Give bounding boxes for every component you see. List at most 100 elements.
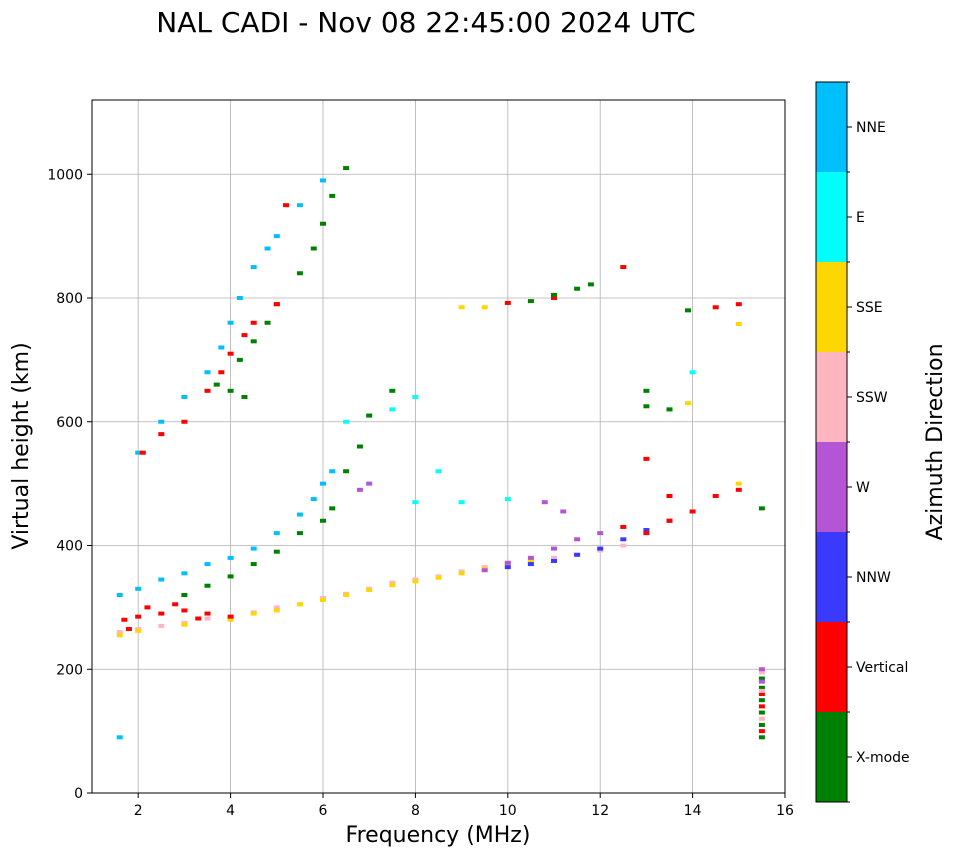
- echo-point: [195, 616, 202, 621]
- colorbar-segment: [816, 442, 847, 532]
- x-axis-label: Frequency (MHz): [346, 823, 531, 848]
- echo-point: [227, 614, 234, 619]
- echo-point: [735, 321, 742, 326]
- colorbar-tick-label: SSE: [856, 300, 883, 316]
- echo-point: [158, 611, 165, 616]
- echo-point: [435, 469, 442, 474]
- echo-point: [389, 580, 396, 585]
- echo-point: [643, 456, 650, 461]
- echo-point: [204, 562, 211, 567]
- echo-point: [158, 623, 165, 628]
- echo-point: [551, 292, 557, 297]
- echo-point: [712, 494, 719, 498]
- colorbar-tick-label: W: [856, 480, 870, 496]
- echo-point: [264, 320, 271, 325]
- echo-point: [343, 469, 350, 474]
- echo-point: [435, 575, 442, 580]
- echo-point: [481, 305, 488, 310]
- echo-point: [158, 419, 165, 424]
- echo-point: [412, 395, 419, 399]
- data-marks: [116, 166, 765, 740]
- echo-point: [204, 370, 211, 375]
- x-tick-label: 8: [411, 803, 420, 819]
- echo-point: [504, 300, 511, 305]
- colorbar-tick-label: NNW: [856, 570, 891, 586]
- echo-point: [666, 518, 673, 523]
- echo-point: [620, 524, 627, 529]
- plot-area: 2 4 6 8 10 12 14 16 0 200 400 600 800 1000: [47, 99, 794, 819]
- echo-point: [273, 549, 280, 554]
- echo-point: [320, 597, 326, 602]
- echo-point: [758, 698, 765, 703]
- grid: [92, 100, 786, 794]
- x-tick-label: 10: [499, 803, 517, 819]
- echo-point: [735, 481, 742, 486]
- echo-point: [620, 543, 627, 548]
- echo-point: [296, 602, 303, 607]
- echo-point: [181, 419, 188, 424]
- colorbar-frame: [815, 81, 848, 803]
- echo-point: [758, 688, 765, 693]
- colorbar-segment: [816, 172, 847, 262]
- echo-point: [329, 506, 336, 511]
- echo-point: [227, 388, 234, 393]
- echo-point: [666, 407, 673, 412]
- echo-point: [320, 221, 326, 226]
- colorbar-tick-label: Vertical: [856, 660, 908, 676]
- echo-point: [541, 500, 548, 505]
- echo-point: [620, 265, 627, 270]
- echo-point: [204, 388, 211, 393]
- echo-point: [329, 193, 336, 198]
- echo-point: [158, 577, 165, 582]
- echo-point: [758, 735, 765, 740]
- colorbar-segment: [816, 352, 847, 442]
- echo-point: [135, 586, 142, 591]
- echo-point: [158, 432, 165, 437]
- echo-point: [273, 234, 280, 239]
- echo-point: [320, 481, 326, 486]
- echo-point: [551, 296, 557, 300]
- y-tick-label: 0: [74, 786, 83, 802]
- echo-point: [116, 630, 123, 635]
- x-axis-ticks: 2 4 6 8 10 12 14 16: [134, 793, 794, 819]
- echo-point: [758, 729, 765, 734]
- echo-point: [181, 593, 188, 597]
- echo-point: [236, 357, 243, 362]
- y-tick-label: 800: [56, 291, 83, 307]
- y-axis-label: Virtual height (km): [9, 342, 34, 549]
- colorbar-tick-label: E: [856, 210, 865, 226]
- echo-point: [758, 722, 765, 727]
- echo-point: [218, 345, 225, 350]
- echo-point: [527, 555, 534, 560]
- echo-point: [343, 166, 350, 171]
- echo-point: [504, 560, 511, 565]
- echo-point: [389, 583, 396, 588]
- colorbar-tick-label: NNE: [856, 120, 886, 136]
- plot-frame: [91, 99, 786, 794]
- echo-point: [273, 302, 280, 307]
- echo-point: [135, 614, 142, 619]
- echo-point: [574, 286, 581, 291]
- echo-point: [735, 487, 742, 492]
- y-tick-label: 1000: [47, 167, 83, 183]
- echo-point: [758, 704, 765, 709]
- echo-point: [527, 299, 534, 304]
- echo-point: [504, 565, 511, 570]
- colorbar-tick-label: SSW: [856, 390, 888, 406]
- x-tick-label: 14: [684, 803, 702, 819]
- echo-point: [758, 716, 765, 721]
- echo-point: [758, 506, 765, 511]
- echo-point: [643, 388, 650, 393]
- echo-point: [574, 537, 581, 542]
- x-tick-label: 6: [319, 803, 328, 819]
- echo-point: [643, 404, 650, 409]
- echo-point: [296, 271, 303, 276]
- echo-point: [250, 320, 257, 325]
- echo-point: [250, 339, 257, 344]
- echo-point: [412, 500, 419, 505]
- echo-point: [135, 450, 142, 455]
- echo-point: [551, 555, 557, 560]
- echo-point: [481, 568, 488, 573]
- echo-point: [320, 178, 326, 183]
